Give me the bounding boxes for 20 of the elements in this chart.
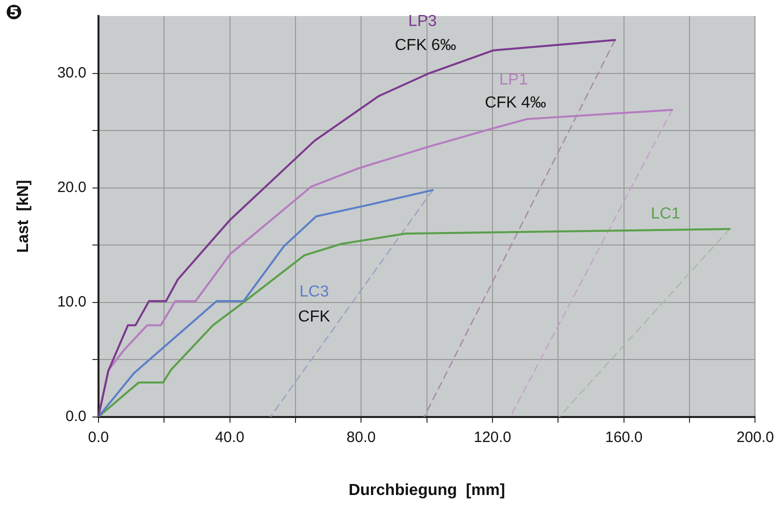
x-tick-label: 160.0 <box>605 428 643 446</box>
y-tick-label: 10.0 <box>57 293 86 310</box>
x-tick-label: 200.0 <box>736 428 774 446</box>
annotation: CFK 6‰ <box>394 37 456 54</box>
y-tick-label: 0.0 <box>66 408 86 425</box>
y-tick-label: 20.0 <box>57 178 86 196</box>
x-axis-title: Durchbiegung [mm] <box>348 482 506 499</box>
y-tick-label: 30.0 <box>57 64 86 82</box>
series-label: LP1 <box>499 72 528 89</box>
annotation: CFK <box>298 308 330 326</box>
x-tick-label: 0.0 <box>88 428 109 446</box>
y-axis-title: Last [kN] <box>15 180 32 253</box>
text: ❺ <box>6 0 22 24</box>
series-label: LC1 <box>650 206 680 223</box>
text: LC3 <box>299 283 329 300</box>
text: LP3 <box>408 13 437 30</box>
x-tick-label: 120.0 <box>474 428 512 446</box>
x-tick-label: 40.0 <box>215 428 244 446</box>
annotation: CFK 4‰ <box>484 94 546 112</box>
x-tick-label: 80.0 <box>346 428 376 446</box>
